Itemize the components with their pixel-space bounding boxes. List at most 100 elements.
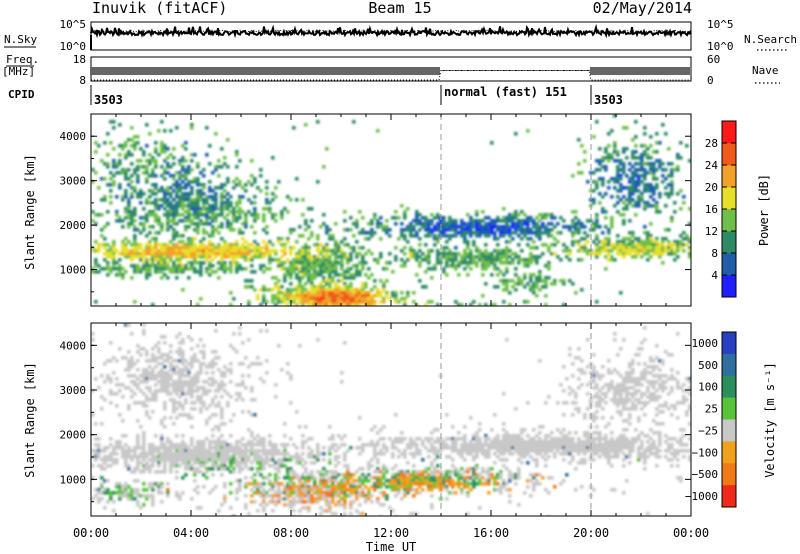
heatmap-cell — [292, 500, 296, 504]
heatmap-cell — [346, 479, 350, 483]
heatmap-cell — [346, 449, 350, 453]
heatmap-cell — [643, 171, 647, 175]
heatmap-cell — [187, 195, 191, 199]
heatmap-cell — [370, 476, 374, 480]
heatmap-cell — [94, 258, 98, 262]
heatmap-cell — [442, 222, 446, 226]
heatmap-cell — [253, 500, 257, 504]
heatmap-cell — [151, 488, 155, 492]
heatmap-cell — [127, 455, 131, 459]
heatmap-cell — [139, 374, 143, 378]
heatmap-cell — [202, 183, 206, 187]
heatmap-cell — [322, 300, 326, 304]
heatmap-cell — [178, 186, 182, 190]
heatmap-cell — [178, 368, 182, 372]
heatmap-cell — [505, 258, 509, 262]
heatmap-cell — [379, 222, 383, 226]
heatmap-cell — [514, 282, 518, 286]
heatmap-cell — [445, 479, 449, 483]
heatmap-cell — [424, 479, 428, 483]
heatmap-cell — [331, 252, 335, 256]
heatmap-cell — [175, 201, 179, 205]
heatmap-cell — [553, 279, 557, 283]
heatmap-cell — [196, 216, 200, 220]
heatmap-cell — [472, 258, 476, 262]
heatmap-cell — [190, 455, 194, 459]
heatmap-cell — [442, 446, 446, 450]
heatmap-cell — [460, 449, 464, 453]
heatmap-cell — [310, 437, 314, 441]
heatmap-cell — [223, 246, 227, 250]
heatmap-cell — [349, 285, 353, 289]
heatmap-cell — [508, 228, 512, 232]
heatmap-cell — [154, 219, 158, 223]
heatmap-cell — [112, 255, 116, 259]
heatmap-cell — [529, 255, 533, 259]
heatmap-cell — [613, 141, 617, 145]
heatmap-cell — [331, 443, 335, 447]
heatmap-cell — [229, 222, 233, 226]
heatmap-cell — [391, 446, 395, 450]
heatmap-cell — [133, 249, 137, 253]
heatmap-cell — [103, 237, 107, 241]
heatmap-cell — [421, 258, 425, 262]
heatmap-cell — [244, 222, 248, 226]
heatmap-cell — [169, 258, 173, 262]
heatmap-cell — [145, 177, 149, 181]
heatmap-cell — [319, 506, 323, 510]
heatmap-cell — [649, 222, 653, 226]
heatmap-cell — [115, 249, 119, 253]
heatmap-cell — [133, 449, 137, 453]
heatmap-cell — [187, 252, 191, 256]
heatmap-cell — [145, 198, 149, 202]
heatmap-cell — [385, 231, 389, 235]
heatmap-cell — [493, 261, 497, 265]
heatmap-cell — [481, 449, 485, 453]
heatmap-cell — [382, 425, 386, 429]
heatmap-cell — [319, 267, 323, 271]
heatmap-cell — [145, 123, 149, 127]
heatmap-cell — [367, 267, 371, 271]
heatmap-cell — [241, 255, 245, 259]
heatmap-cell — [289, 491, 293, 495]
heatmap-cell — [214, 249, 218, 253]
heatmap-cell — [220, 464, 224, 468]
heatmap-cell — [367, 473, 371, 477]
heatmap-cell — [661, 243, 665, 247]
heatmap-cell — [277, 482, 281, 486]
heatmap-cell — [172, 246, 176, 250]
heatmap-cell — [160, 491, 164, 495]
heatmap-cell — [133, 300, 137, 304]
heatmap-cell — [277, 497, 281, 501]
heatmap-cell — [307, 255, 311, 259]
heatmap-cell — [439, 449, 443, 453]
heatmap-cell — [685, 144, 689, 148]
heatmap-cell — [187, 452, 191, 456]
heatmap-cell — [118, 446, 122, 450]
heatmap-cell — [454, 300, 458, 304]
heatmap-cell — [451, 264, 455, 268]
heatmap-cell — [199, 365, 203, 369]
heatmap-cell — [271, 258, 275, 262]
heatmap-cell — [214, 219, 218, 223]
heatmap-cell — [499, 270, 503, 274]
heatmap-cell — [415, 437, 419, 441]
heatmap-cell — [259, 449, 263, 453]
heatmap-cell — [298, 249, 302, 253]
heatmap-cell — [109, 437, 113, 441]
heatmap-cell — [595, 159, 599, 163]
heatmap-cell — [130, 174, 134, 178]
heatmap-cell — [190, 362, 194, 366]
heatmap-cell — [154, 201, 158, 205]
heatmap-cell — [130, 210, 134, 214]
heatmap-cell — [187, 368, 191, 372]
heatmap-cell — [322, 446, 326, 450]
heatmap-cell — [238, 446, 242, 450]
heatmap-cell — [409, 225, 413, 229]
heatmap-cell — [172, 422, 176, 426]
heatmap-cell — [418, 219, 422, 223]
heatmap-cell — [610, 225, 614, 229]
heatmap-cell — [412, 482, 416, 486]
heatmap-cell — [283, 279, 287, 283]
heatmap-cell — [280, 267, 284, 271]
